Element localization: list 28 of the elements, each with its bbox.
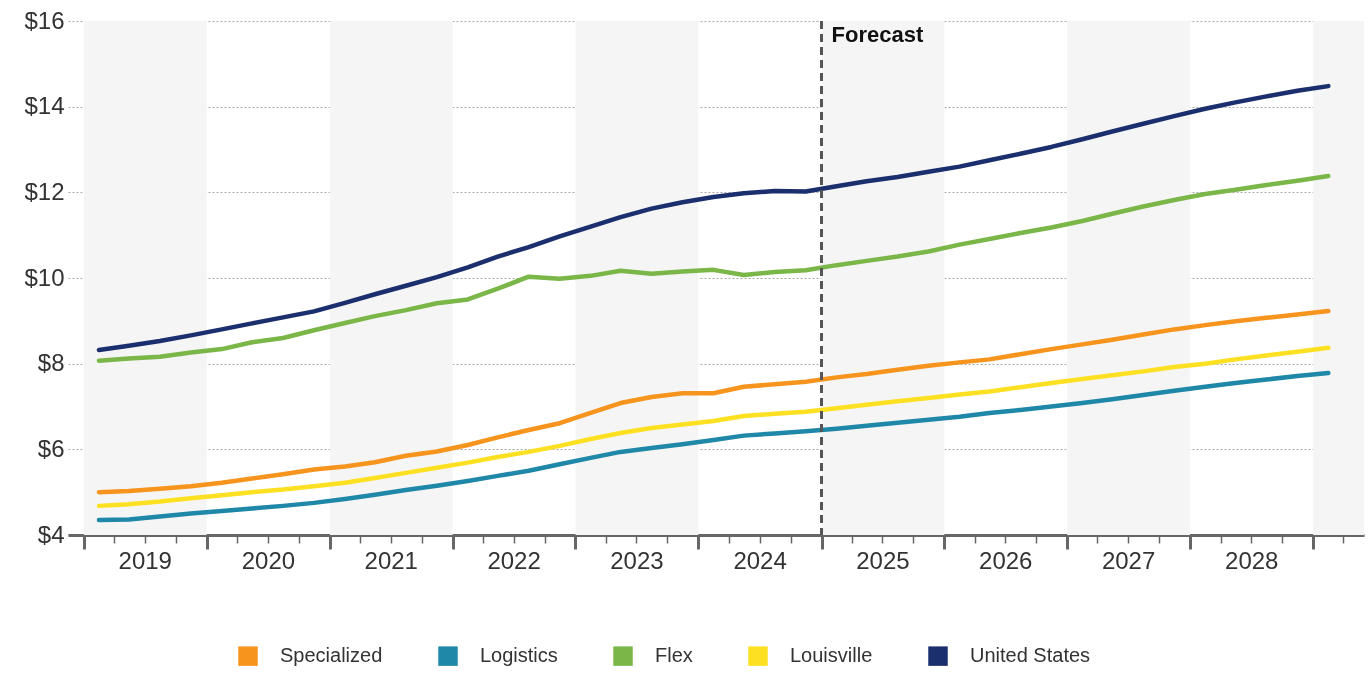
x-tick-label: 2020: [241, 546, 296, 574]
x-tick-label: 2028: [1225, 546, 1279, 574]
x-tick-label: 2023: [610, 546, 664, 574]
legend-label: United States: [970, 644, 1091, 667]
legend-label: Logistics: [480, 644, 558, 667]
y-tick-label: $6: [37, 434, 65, 462]
x-tick-label: 2022: [487, 546, 541, 574]
line-series: [96, 83, 1331, 353]
line-series: [96, 370, 1331, 523]
line-series: [96, 308, 1331, 495]
y-tick-label: $12: [24, 177, 65, 205]
y-tick-label: $16: [24, 6, 65, 34]
line-series: [96, 173, 1331, 363]
x-tick-label: 2019: [118, 546, 172, 574]
y-tick-label: $4: [37, 520, 65, 548]
line-series: [96, 345, 1331, 509]
x-tick-label: 2025: [856, 546, 910, 574]
legend-label: Louisville: [790, 644, 873, 667]
y-tick-label: $14: [24, 92, 65, 120]
x-tick-label: 2021: [364, 546, 418, 574]
x-tick-label: 2026: [979, 546, 1033, 574]
legend-label: Specialized: [280, 644, 383, 667]
legend-label: Flex: [655, 644, 693, 667]
x-tick-label: 2024: [733, 546, 787, 574]
y-tick-label: $8: [37, 349, 65, 377]
ref-line-label: Forecast: [831, 22, 924, 47]
x-tick-label: 2027: [1101, 546, 1156, 574]
y-tick-label: $10: [24, 263, 65, 291]
